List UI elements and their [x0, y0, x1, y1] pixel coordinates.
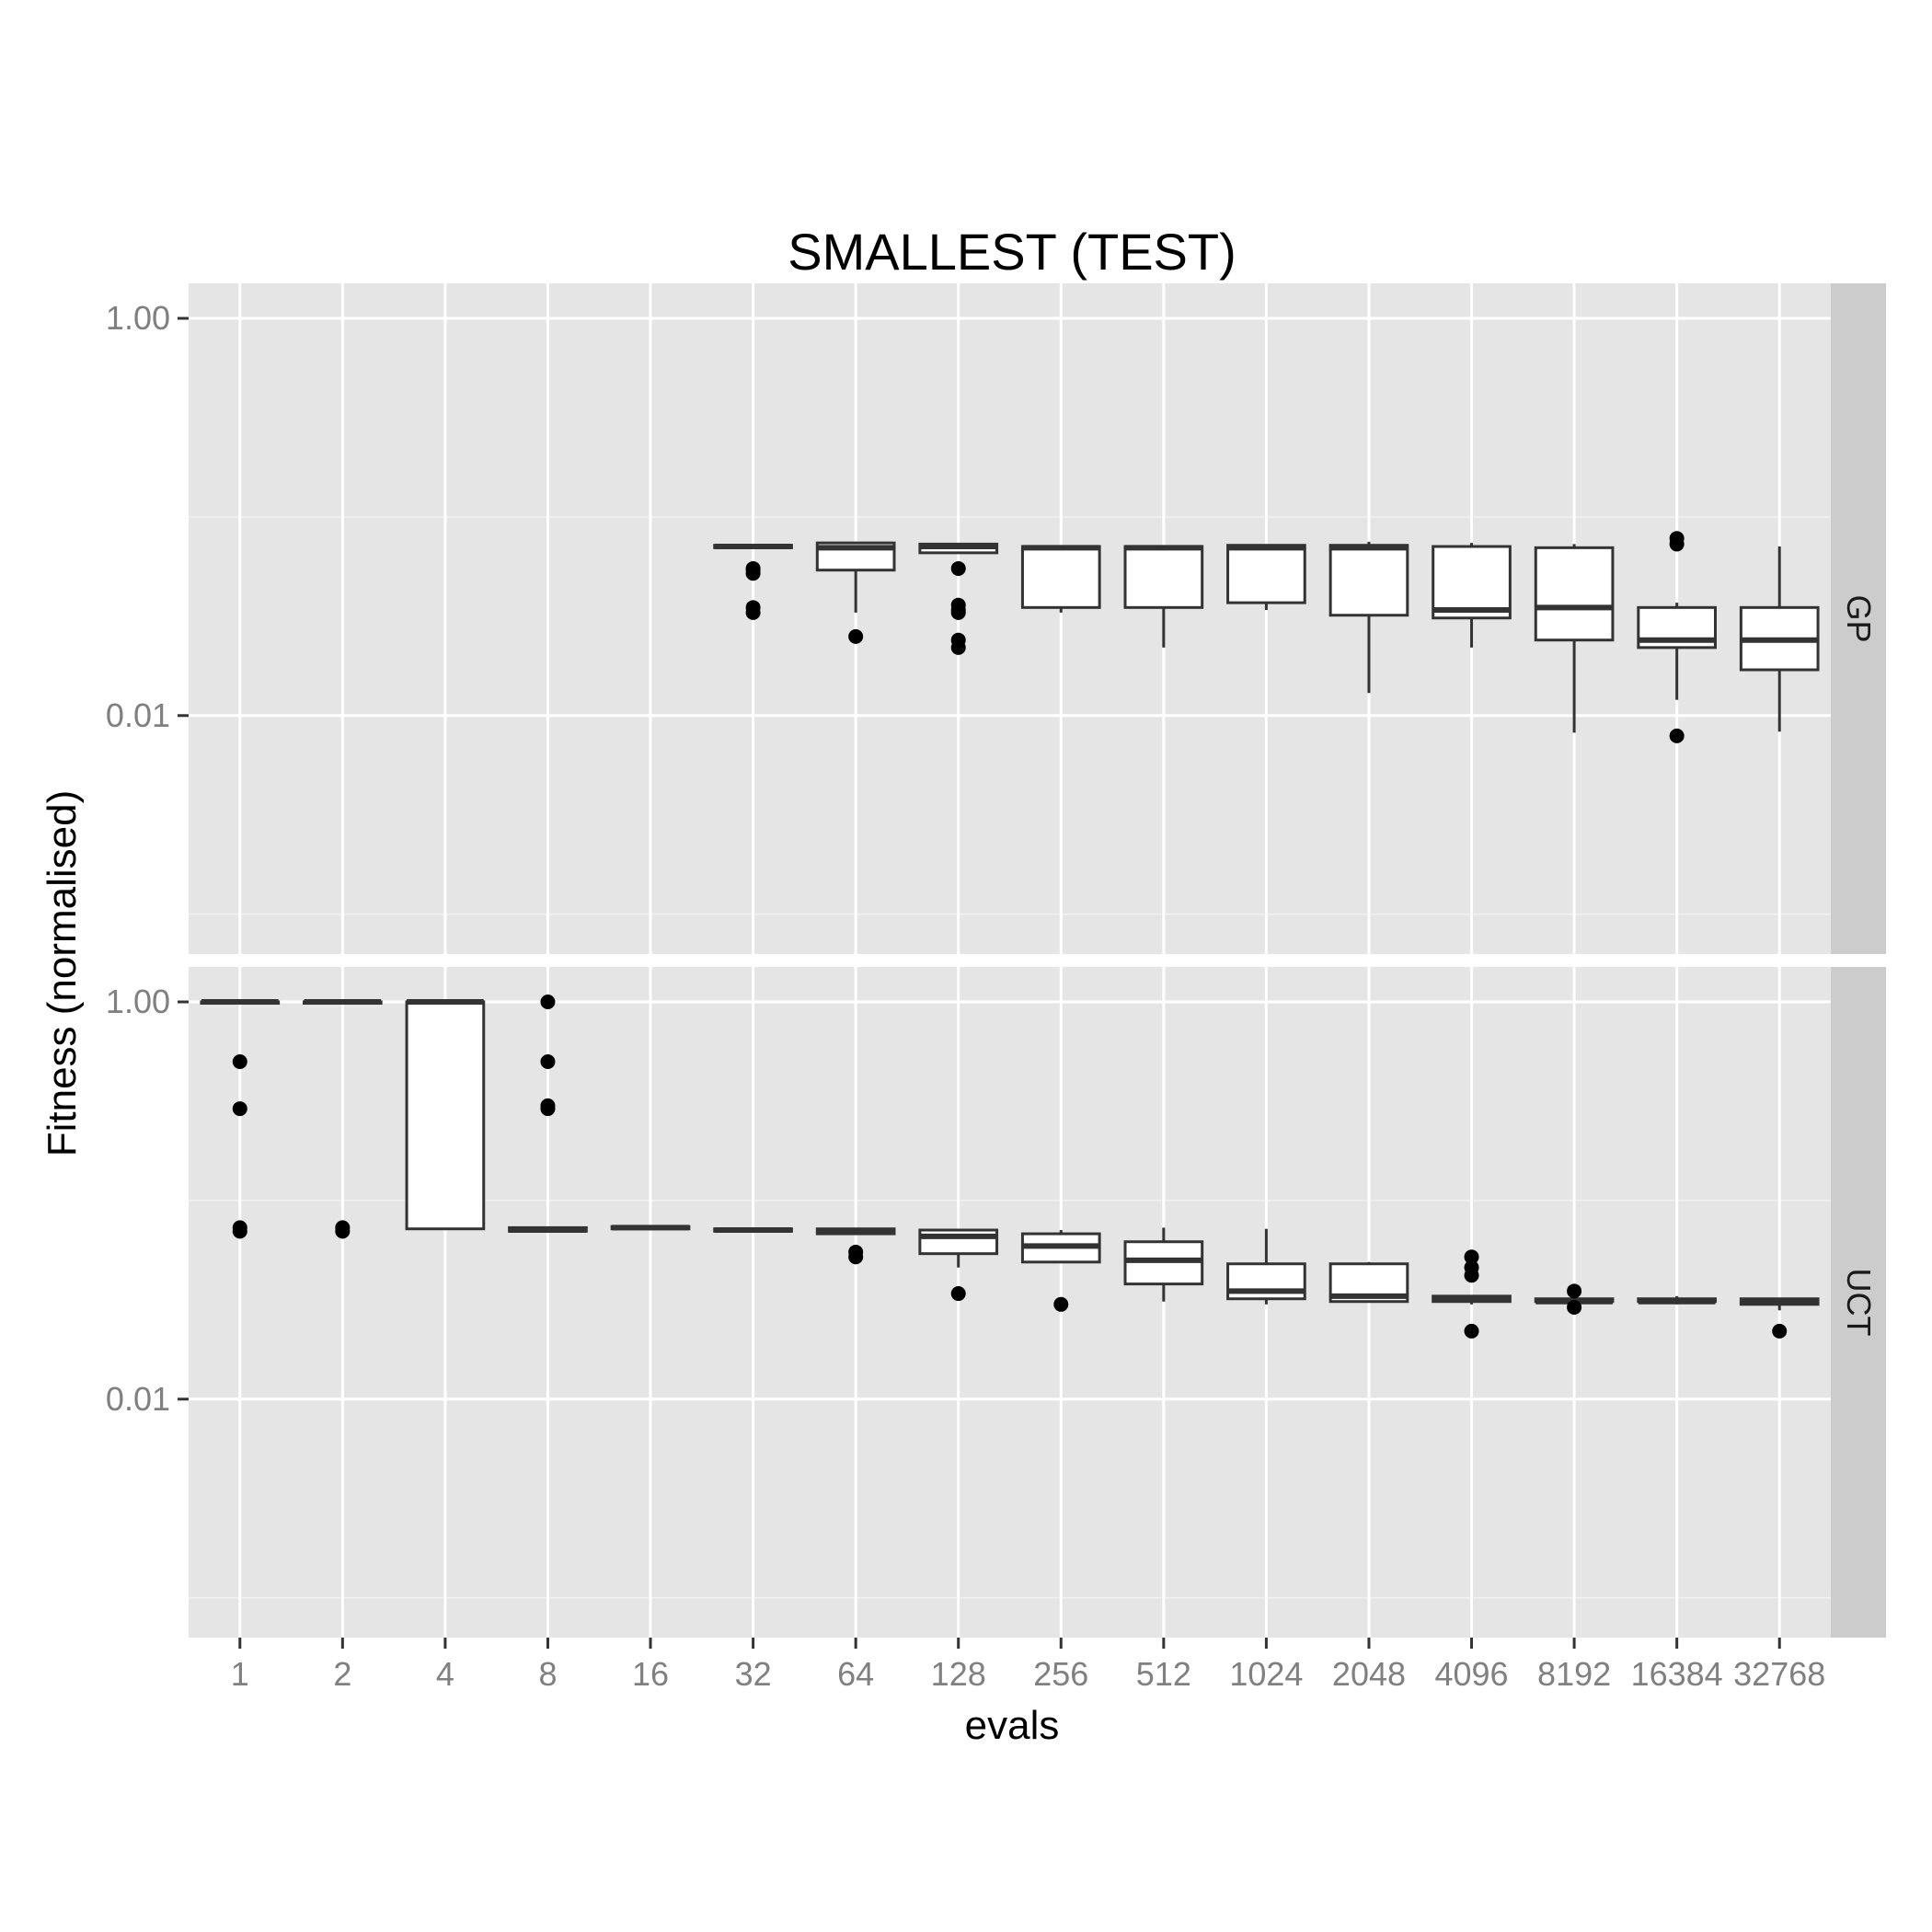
y-axis-title: Fitness (normalised): [40, 790, 85, 1157]
x-tick-label: 2048: [1332, 1655, 1406, 1693]
outlier-point: [1669, 536, 1685, 552]
outlier-point: [950, 1286, 966, 1302]
box-2048: [1328, 1261, 1409, 1304]
outlier-point: [232, 1101, 247, 1117]
outlier-point: [1464, 1268, 1479, 1283]
box-iqr: [1123, 545, 1204, 609]
box-iqr: [405, 1000, 486, 1231]
box-32768: [1739, 1297, 1820, 1339]
outlier-point: [1772, 1323, 1788, 1339]
box-32768: [1739, 546, 1820, 732]
box-32: [713, 544, 793, 620]
outlier-point: [540, 995, 556, 1010]
outlier-point: [232, 1054, 247, 1070]
x-tick-label: 512: [1136, 1655, 1191, 1693]
box-iqr: [1020, 545, 1101, 609]
strip-background: [1831, 283, 1886, 954]
x-tick-label: 16384: [1631, 1655, 1723, 1693]
outlier-point: [1053, 1296, 1069, 1312]
x-tick-label: 4: [436, 1655, 454, 1693]
box-128: [918, 542, 999, 655]
y-tick-label: 0.01: [106, 696, 170, 734]
panel-uct: 1.00 0.01 UCT: [106, 967, 1886, 1638]
outlier-point: [540, 1054, 556, 1070]
x-tick-label: 4096: [1434, 1655, 1508, 1693]
box-64: [815, 1227, 896, 1265]
outlier-point: [335, 1224, 351, 1239]
box-1: [200, 999, 281, 1239]
outlier-point: [1567, 1299, 1582, 1315]
outlier-point: [950, 604, 966, 620]
outlier-point: [745, 600, 761, 615]
outlier-point: [848, 628, 864, 644]
x-axis-title: evals: [965, 1703, 1060, 1748]
strip-label-uct: UCT: [1840, 1269, 1878, 1337]
x-tick-label: 2: [333, 1655, 351, 1693]
x-tick-label: 1: [231, 1655, 249, 1693]
outlier-point: [950, 560, 966, 576]
box-2: [303, 999, 383, 1239]
outlier-point: [540, 1098, 556, 1113]
outlier-point: [1567, 1283, 1582, 1299]
y-tick-label: 0.01: [106, 1380, 170, 1418]
box-iqr: [1226, 544, 1306, 604]
box-4096: [1432, 543, 1512, 648]
box-16384: [1637, 1295, 1717, 1305]
box-iqr: [1328, 544, 1409, 617]
y-tick-label: 1.00: [106, 983, 170, 1020]
box-512: [1123, 1227, 1204, 1302]
box-iqr: [1432, 545, 1512, 620]
box-16: [610, 1225, 691, 1231]
strip-label-gp: GP: [1840, 594, 1878, 642]
x-tick-label: 32: [735, 1655, 772, 1693]
box-512: [1123, 545, 1204, 648]
x-tick-label: 64: [837, 1655, 874, 1693]
x-tick-label: 256: [1033, 1655, 1088, 1693]
outlier-point: [1464, 1249, 1479, 1265]
box-256: [1020, 1230, 1101, 1312]
box-64: [815, 541, 896, 644]
x-tick-label: 16: [632, 1655, 669, 1693]
x-tick-label: 8: [538, 1655, 557, 1693]
outlier-point: [745, 560, 761, 576]
box-4: [405, 999, 486, 1231]
box-8192: [1534, 1283, 1615, 1315]
x-tick-label: 1024: [1229, 1655, 1303, 1693]
chart-title: SMALLEST (TEST): [788, 223, 1236, 281]
box-4096: [1432, 1249, 1512, 1339]
strip-background: [1831, 967, 1886, 1638]
box-1024: [1226, 544, 1306, 611]
outlier-point: [950, 639, 966, 655]
plot-area: 1.00 0.01 GP 1.00 0.01 UCT 1 2 4 8 16 32 64 128 256 512…: [106, 283, 1886, 1693]
x-tick-label: 128: [931, 1655, 986, 1693]
box-16384: [1637, 531, 1717, 743]
box-8192: [1534, 544, 1615, 733]
box-256: [1020, 545, 1101, 613]
x-tick-label: 32768: [1733, 1655, 1825, 1693]
box-1024: [1226, 1228, 1306, 1305]
box-2048: [1328, 541, 1409, 694]
outlier-point: [1669, 728, 1685, 743]
outlier-point: [232, 1224, 247, 1239]
box-iqr: [1534, 546, 1615, 642]
box-32: [713, 1227, 793, 1234]
outlier-point: [848, 1249, 864, 1265]
x-tick-label: 8192: [1537, 1655, 1611, 1693]
box-8: [508, 995, 588, 1234]
box-128: [918, 1228, 999, 1302]
panel-gp: 1.00 0.01 GP: [106, 283, 1886, 954]
y-tick-label: 1.00: [106, 299, 170, 337]
outlier-point: [1464, 1323, 1479, 1339]
